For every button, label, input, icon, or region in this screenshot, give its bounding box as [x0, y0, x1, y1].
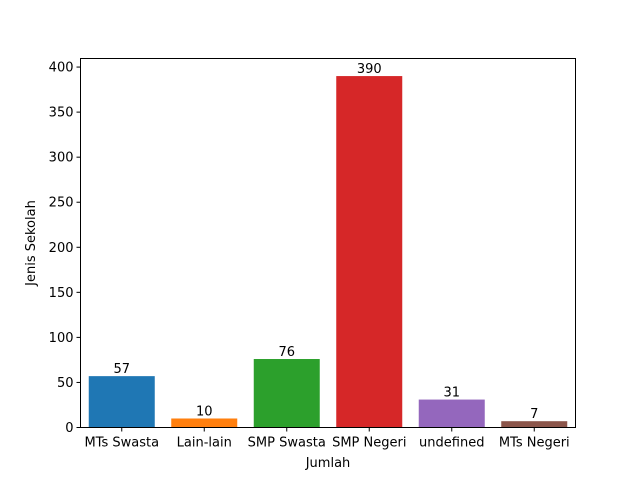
- bars-layer: [88, 76, 568, 428]
- bar-value-label: 31: [443, 386, 460, 401]
- bar-mts-negeri: [501, 421, 568, 428]
- y-tick-label: 250: [49, 196, 74, 211]
- bar-value-label: 7: [530, 407, 538, 422]
- x-tick-label: MTs Swasta: [84, 436, 159, 451]
- y-tick-label: 0: [65, 421, 73, 436]
- bar-smp-negeri: [336, 76, 403, 428]
- x-axis-label: Jumlah: [305, 456, 351, 471]
- y-tick-label: 100: [49, 331, 74, 346]
- y-axis: 0 50 100 150 200 250 300 350 400: [49, 61, 81, 436]
- bar-lain-lain: [171, 418, 238, 428]
- bar-value-label: 57: [113, 362, 130, 377]
- data-labels-layer: 57 10 76 390 31 7: [113, 62, 538, 422]
- bar-value-label: 76: [278, 345, 295, 360]
- y-tick-label: 300: [49, 151, 74, 166]
- bar-mts-swasta: [88, 376, 155, 428]
- bar-value-label: 10: [196, 404, 213, 419]
- bar-value-label: 390: [357, 62, 382, 77]
- x-tick-label: MTs Negeri: [499, 436, 570, 451]
- y-tick-label: 400: [49, 61, 74, 76]
- bar-smp-swasta: [253, 359, 320, 428]
- x-tick-label: SMP Swasta: [248, 436, 326, 451]
- y-tick-label: 200: [49, 241, 74, 256]
- bar-undefined: [418, 399, 485, 428]
- plot-frame: [80, 58, 576, 428]
- y-tick-label: 150: [49, 286, 74, 301]
- y-axis-label: Jenis Sekolah: [24, 200, 39, 287]
- x-tick-label: SMP Negeri: [332, 436, 406, 451]
- x-tick-label: Lain-lain: [177, 436, 232, 451]
- x-tick-label: undefined: [419, 436, 484, 451]
- y-tick-label: 50: [57, 376, 74, 391]
- y-tick-label: 350: [49, 106, 74, 121]
- x-axis: MTs Swasta Lain-lain SMP Swasta SMP Negeri u…: [84, 427, 570, 451]
